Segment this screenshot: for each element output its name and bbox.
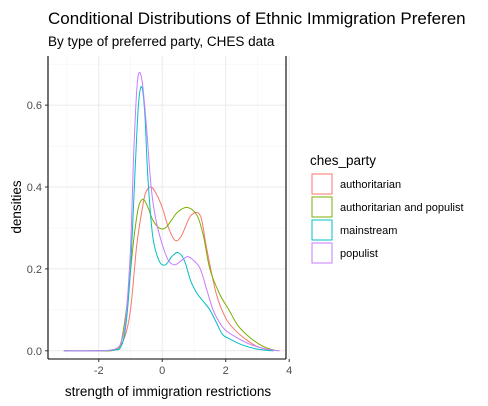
legend-title: ches_party xyxy=(310,153,376,168)
curve-authoritarian xyxy=(63,186,274,352)
x-axis-title: strength of immigration restrictions xyxy=(65,384,272,399)
x-tick-label: 4 xyxy=(286,365,292,377)
legend: ches_party authoritarian authoritarian an… xyxy=(310,153,464,264)
legend-key-authoritarian xyxy=(311,173,333,195)
legend-label-authoritarian-and-populist: authoritarian and populist xyxy=(340,202,464,214)
y-tick-label: 0.0 xyxy=(27,346,42,358)
legend-label-authoritarian: authoritarian xyxy=(340,179,401,191)
x-tick-label: 2 xyxy=(223,365,229,377)
curve-populist xyxy=(63,71,280,352)
curve-mainstream xyxy=(63,86,274,352)
curve-authoritarian-and-populist xyxy=(63,198,277,352)
plot-area: -2 0 2 4 0.0 0.2 0.4 0.6 xyxy=(27,56,292,377)
density-curves xyxy=(63,71,280,352)
legend-key-populist xyxy=(311,242,333,264)
chart-subtitle: By type of preferred party, CHES data xyxy=(48,34,275,49)
x-tick-label: 0 xyxy=(159,365,165,377)
chart-title: Conditional Distributions of Ethnic Immi… xyxy=(48,9,466,28)
x-tick-label: -2 xyxy=(94,365,104,377)
legend-label-populist: populist xyxy=(340,248,378,260)
grid xyxy=(48,56,290,359)
y-tick-label: 0.2 xyxy=(27,264,42,276)
legend-key-authoritarian-and-populist xyxy=(311,196,333,218)
y-axis-title: densities xyxy=(9,180,24,234)
legend-key-mainstream xyxy=(311,219,333,241)
y-tick-label: 0.6 xyxy=(27,100,42,112)
legend-label-mainstream: mainstream xyxy=(340,225,397,237)
axes: -2 0 2 4 0.0 0.2 0.4 0.6 xyxy=(27,56,292,377)
y-tick-label: 0.4 xyxy=(27,182,42,194)
